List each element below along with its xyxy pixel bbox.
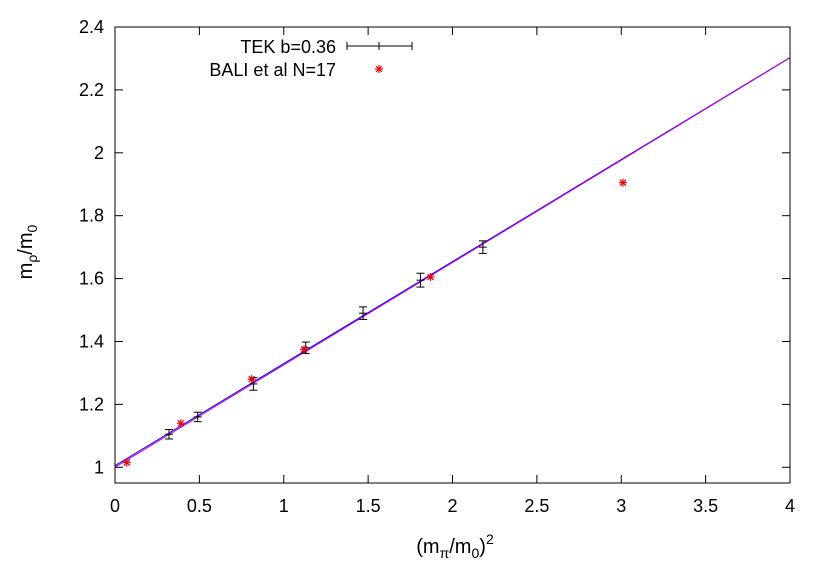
bali-point bbox=[618, 178, 627, 187]
y-tick-label: 2.4 bbox=[79, 17, 104, 37]
bali-point bbox=[122, 458, 131, 467]
bali-point bbox=[176, 419, 185, 428]
tek-point bbox=[478, 240, 487, 254]
tek-point bbox=[165, 429, 173, 440]
bali-point bbox=[300, 345, 308, 354]
tick-labels: 0 0.5 1 1.5 2 2.5 3 3.5 4 1 1.2 1.4 1.6 1.8 2 2.2 2.4 bbox=[79, 17, 795, 516]
x-tick-label: 3 bbox=[616, 496, 626, 516]
y-tick-label: 2.2 bbox=[79, 80, 104, 100]
x-tick-label: 2.5 bbox=[524, 496, 549, 516]
legend-label-tek: TEK b=0.36 bbox=[240, 37, 336, 57]
y-tick-label: 1.4 bbox=[79, 331, 104, 351]
tek-point bbox=[193, 411, 202, 423]
y-axis-title: mρ/m0 bbox=[15, 224, 40, 279]
legend-symbol-bali bbox=[375, 65, 383, 73]
tek-point bbox=[416, 272, 425, 288]
y-tick-label: 1 bbox=[94, 457, 104, 477]
x-tick-label: 1.5 bbox=[356, 496, 381, 516]
x-tick-label: 3.5 bbox=[693, 496, 718, 516]
plot-frame bbox=[114, 26, 791, 484]
legend-label-bali: BALI et al N=17 bbox=[209, 60, 336, 80]
x-tick-label: 2 bbox=[447, 496, 457, 516]
legend-bali-marker bbox=[375, 65, 383, 73]
y-tick-label: 2 bbox=[94, 143, 104, 163]
bali-point bbox=[247, 375, 256, 384]
bali-point bbox=[426, 273, 435, 282]
x-axis-title: (mπ/m0)2 bbox=[416, 531, 494, 561]
data-points bbox=[122, 178, 627, 467]
x-tick-label: 4 bbox=[785, 496, 795, 516]
y-tick-label: 1.8 bbox=[79, 206, 104, 226]
fit-line-2 bbox=[114, 57, 791, 468]
x-tick-label: 1 bbox=[279, 496, 289, 516]
fit-lines bbox=[114, 57, 791, 468]
tek-point bbox=[359, 306, 368, 320]
y-tick-label: 1.6 bbox=[79, 269, 104, 289]
legend: TEK b=0.36 BALI et al N=17 bbox=[209, 37, 413, 80]
legend-symbol-tek bbox=[346, 42, 413, 50]
axis-ticks bbox=[114, 26, 791, 483]
x-tick-label: 0.5 bbox=[187, 496, 212, 516]
x-tick-label: 0 bbox=[110, 496, 120, 516]
y-tick-label: 1.2 bbox=[79, 394, 104, 414]
